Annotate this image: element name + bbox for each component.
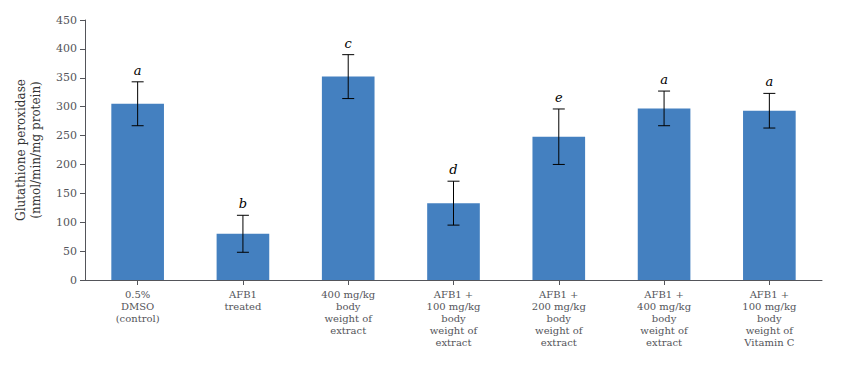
svg-text:body: body bbox=[441, 313, 466, 324]
svg-text:(nmol/min/mg protein): (nmol/min/mg protein) bbox=[29, 81, 43, 219]
svg-text:350: 350 bbox=[56, 71, 77, 84]
svg-text:weight of: weight of bbox=[535, 325, 584, 336]
svg-text:(control): (control) bbox=[116, 313, 160, 324]
svg-text:400 mg/kg: 400 mg/kg bbox=[321, 289, 376, 300]
svg-text:200: 200 bbox=[56, 158, 77, 171]
svg-text:weight of: weight of bbox=[324, 313, 373, 324]
svg-text:weight of: weight of bbox=[430, 325, 479, 336]
svg-text:body: body bbox=[547, 313, 572, 324]
svg-text:AFB1: AFB1 bbox=[228, 289, 257, 300]
svg-text:weight of: weight of bbox=[746, 325, 795, 336]
svg-text:Glutathione peroxidase: Glutathione peroxidase bbox=[14, 79, 28, 221]
svg-text:100 mg/kg: 100 mg/kg bbox=[742, 301, 797, 312]
svg-text:extract: extract bbox=[436, 337, 472, 348]
svg-text:a: a bbox=[765, 74, 773, 89]
svg-text:treated: treated bbox=[224, 301, 262, 312]
svg-text:AFB1 +: AFB1 + bbox=[538, 289, 578, 300]
svg-text:DMSO: DMSO bbox=[121, 301, 154, 312]
svg-text:a: a bbox=[660, 72, 668, 87]
svg-text:c: c bbox=[345, 36, 353, 51]
svg-text:AFB1 +: AFB1 + bbox=[749, 289, 789, 300]
svg-text:200 mg/kg: 200 mg/kg bbox=[532, 301, 587, 312]
svg-text:100 mg/kg: 100 mg/kg bbox=[427, 301, 482, 312]
svg-text:a: a bbox=[134, 63, 142, 78]
svg-text:AFB1 +: AFB1 + bbox=[433, 289, 473, 300]
svg-text:Vitamin C: Vitamin C bbox=[743, 337, 795, 348]
svg-text:AFB1 +: AFB1 + bbox=[643, 289, 683, 300]
svg-text:extract: extract bbox=[330, 325, 366, 336]
svg-text:b: b bbox=[239, 196, 247, 211]
svg-text:0: 0 bbox=[70, 274, 77, 287]
svg-text:300: 300 bbox=[56, 100, 77, 113]
svg-text:body: body bbox=[652, 313, 677, 324]
svg-text:extract: extract bbox=[646, 337, 682, 348]
svg-text:extract: extract bbox=[541, 337, 577, 348]
svg-text:250: 250 bbox=[56, 129, 77, 142]
svg-text:50: 50 bbox=[63, 245, 77, 258]
svg-text:100: 100 bbox=[56, 216, 77, 229]
svg-text:400 mg/kg: 400 mg/kg bbox=[637, 301, 692, 312]
svg-text:150: 150 bbox=[56, 187, 77, 200]
svg-text:body: body bbox=[336, 301, 361, 312]
svg-text:400: 400 bbox=[56, 42, 77, 55]
svg-text:0.5%: 0.5% bbox=[125, 289, 150, 300]
svg-text:e: e bbox=[555, 90, 563, 105]
svg-text:body: body bbox=[757, 313, 782, 324]
svg-text:d: d bbox=[449, 162, 457, 177]
svg-text:450: 450 bbox=[56, 14, 77, 27]
svg-text:weight of: weight of bbox=[640, 325, 689, 336]
